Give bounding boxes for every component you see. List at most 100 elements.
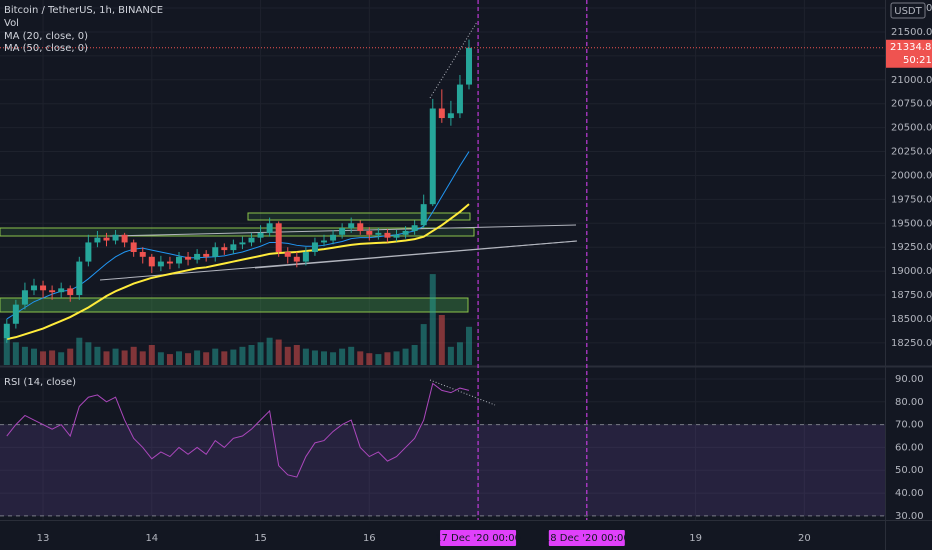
candle-body: [3, 323, 10, 339]
rsi-tick-label: 60.00: [895, 442, 924, 453]
legend-volume: Vol: [4, 18, 19, 29]
volume-bar: [121, 350, 128, 365]
volume-bar: [438, 315, 445, 365]
candle-body: [157, 261, 164, 267]
candle-body: [12, 304, 19, 324]
rsi-tick-label: 80.00: [895, 397, 924, 408]
volume-bar: [375, 354, 382, 365]
y-tick-label: 19500.00: [891, 218, 932, 229]
volume-bar: [148, 345, 155, 365]
candle-body: [411, 225, 418, 231]
y-tick-label: 19750.00: [891, 194, 932, 205]
volume-bar: [393, 351, 400, 365]
moving-average: [6, 151, 470, 320]
candle-body: [330, 234, 337, 241]
candle-body: [266, 223, 273, 233]
rsi-tick-label: 70.00: [895, 420, 924, 431]
candle-body: [139, 252, 146, 257]
candle-body: [275, 223, 282, 253]
volume-bar: [166, 354, 173, 365]
candle-body: [85, 242, 92, 262]
volume-bar: [139, 351, 146, 365]
x-tick-label: 17 Dec '20 00:00: [435, 533, 521, 544]
trend-line: [254, 240, 578, 269]
candle-body: [393, 234, 400, 238]
y-tick-label: 20500.00: [891, 123, 932, 134]
candle-body: [94, 237, 101, 243]
candle-body: [130, 242, 137, 253]
legend-title: Bitcoin / TetherUS, 1h, BINANCE: [4, 5, 163, 16]
last-price-box: [886, 39, 932, 68]
volume-bar: [94, 346, 101, 365]
legend-rsi: RSI (14, close): [4, 377, 76, 388]
candle-body: [302, 252, 309, 262]
volume-bar: [357, 351, 364, 365]
candle-body: [348, 223, 355, 229]
y-tick-label: 18500.00: [891, 314, 932, 325]
volume-bar: [302, 348, 309, 365]
x-tick-label: 19: [689, 533, 702, 544]
candle-body: [103, 237, 110, 241]
volume-bar: [348, 346, 355, 365]
candle-body: [203, 253, 210, 257]
candle-body: [429, 108, 436, 205]
candle-body: [194, 253, 201, 260]
volume-bar: [456, 342, 463, 365]
y-tick-label: 20750.00: [891, 99, 932, 110]
candle-body: [166, 261, 173, 264]
candle-body: [357, 223, 364, 231]
volume-bar: [221, 351, 228, 365]
currency[interactable]: USDT: [894, 6, 922, 17]
candle-body: [402, 230, 409, 235]
candle-body: [230, 244, 237, 251]
volume-bar: [30, 348, 37, 365]
candle-body: [121, 234, 128, 243]
countdown: 50:21: [903, 55, 932, 66]
volume-bar: [466, 326, 473, 365]
rsi-tick-label: 50.00: [895, 465, 924, 476]
volume-bar: [12, 342, 19, 365]
candle-body: [185, 256, 192, 260]
rsi-band: [0, 424, 885, 516]
last-price-label: 21334.82: [890, 42, 932, 53]
x-tick-label: 13: [37, 533, 50, 544]
x-tick-label: 20: [798, 533, 811, 544]
candle-body: [311, 242, 318, 253]
candle-body: [30, 285, 37, 291]
volume-bar: [203, 352, 210, 365]
volume-bar: [321, 351, 328, 365]
y-tick-label: 20250.00: [891, 147, 932, 158]
volume-bar: [366, 353, 373, 365]
x-tick-label: 14: [145, 533, 158, 544]
time-label-box: [548, 530, 625, 546]
candle-body: [148, 256, 155, 267]
x-tick-label: 16: [363, 533, 376, 544]
rsi-tick-label: 90.00: [895, 374, 924, 385]
candle-body: [420, 204, 427, 226]
volume-bar: [257, 342, 264, 365]
y-tick-label: 18250.00: [891, 338, 932, 349]
candle-body: [284, 252, 291, 257]
zone: [0, 227, 475, 237]
candle-body: [366, 230, 373, 235]
candle-body: [339, 228, 346, 235]
currency-box[interactable]: [890, 2, 926, 19]
candle-body: [248, 237, 255, 243]
candle-body: [321, 240, 328, 243]
rsi-line: [6, 382, 470, 478]
candle-body: [112, 234, 119, 241]
volume-bar: [330, 352, 337, 365]
volume-bar: [311, 350, 318, 365]
volume-bar: [130, 346, 137, 365]
volume-bar: [67, 348, 74, 365]
volume-bar: [339, 348, 346, 365]
y-tick-label: 21000.00: [891, 75, 932, 86]
volume-bar: [157, 352, 164, 365]
candle-body: [384, 232, 391, 238]
candle-body: [175, 256, 182, 264]
y-tick-label: 19250.00: [891, 242, 932, 253]
y-tick-label: 20000.00: [891, 170, 932, 181]
time-label-box: [440, 530, 517, 546]
volume-bar: [112, 348, 119, 365]
drawings: [0, 21, 578, 406]
